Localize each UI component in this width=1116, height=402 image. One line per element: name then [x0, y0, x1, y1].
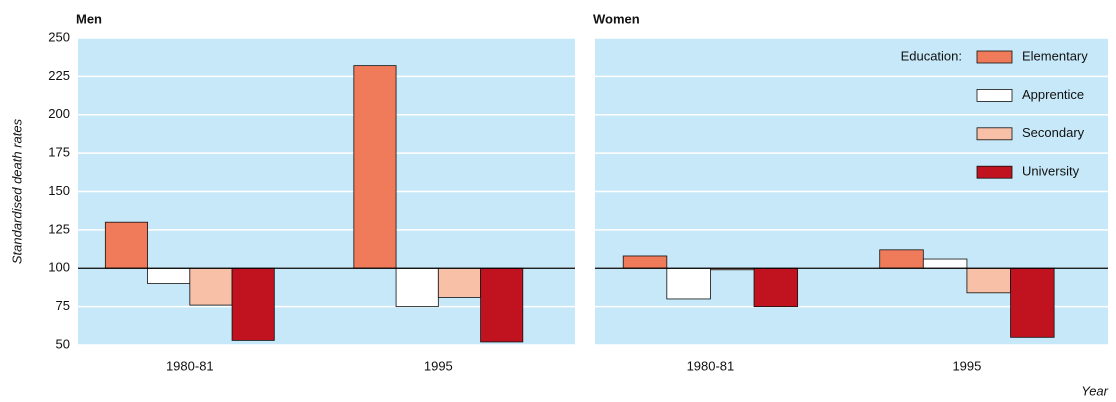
x-tick-label: 1980-81: [166, 358, 214, 373]
x-tick-label: 1995: [952, 358, 981, 373]
y-axis-label: Standardised death rates: [9, 118, 24, 264]
x-tick-label: 1980-81: [687, 358, 735, 373]
bar: [395, 267, 439, 308]
x-axis-label: Year: [1081, 383, 1108, 398]
bar: [753, 267, 799, 308]
legend-label: University: [1022, 164, 1080, 179]
legend-swatch: [976, 165, 1013, 179]
bar: [666, 267, 711, 300]
bar: [1010, 267, 1055, 338]
bar: [147, 267, 191, 285]
legend-label: Apprentice: [1022, 87, 1084, 102]
bar: [480, 267, 524, 343]
y-tick-label: 150: [48, 183, 70, 198]
y-tick-label: 75: [56, 298, 70, 313]
legend-swatch: [976, 127, 1013, 141]
legend-swatch: [976, 50, 1013, 64]
y-tick-label: 50: [56, 336, 70, 351]
bar: [353, 65, 397, 269]
bar: [437, 267, 481, 298]
y-tick-label: 100: [48, 260, 70, 275]
y-tick-label: 175: [48, 145, 70, 160]
y-tick-label: 250: [48, 29, 70, 44]
bar: [104, 221, 148, 269]
panel-title: Women: [593, 11, 640, 26]
bar: [966, 267, 1011, 294]
bar: [622, 255, 668, 269]
x-tick-label: 1995: [424, 358, 453, 373]
legend-label: Secondary: [1022, 125, 1085, 140]
bar: [189, 267, 233, 306]
legend-swatch: [976, 89, 1013, 102]
bar: [879, 249, 924, 269]
panel-title: Men: [76, 11, 102, 26]
y-tick-label: 200: [48, 106, 70, 121]
bar: [922, 258, 968, 269]
legend-title: Education:: [901, 48, 962, 63]
legend-label: Elementary: [1022, 48, 1088, 63]
y-tick-label: 225: [48, 68, 70, 83]
bar: [231, 267, 275, 341]
y-tick-label: 125: [48, 221, 70, 236]
